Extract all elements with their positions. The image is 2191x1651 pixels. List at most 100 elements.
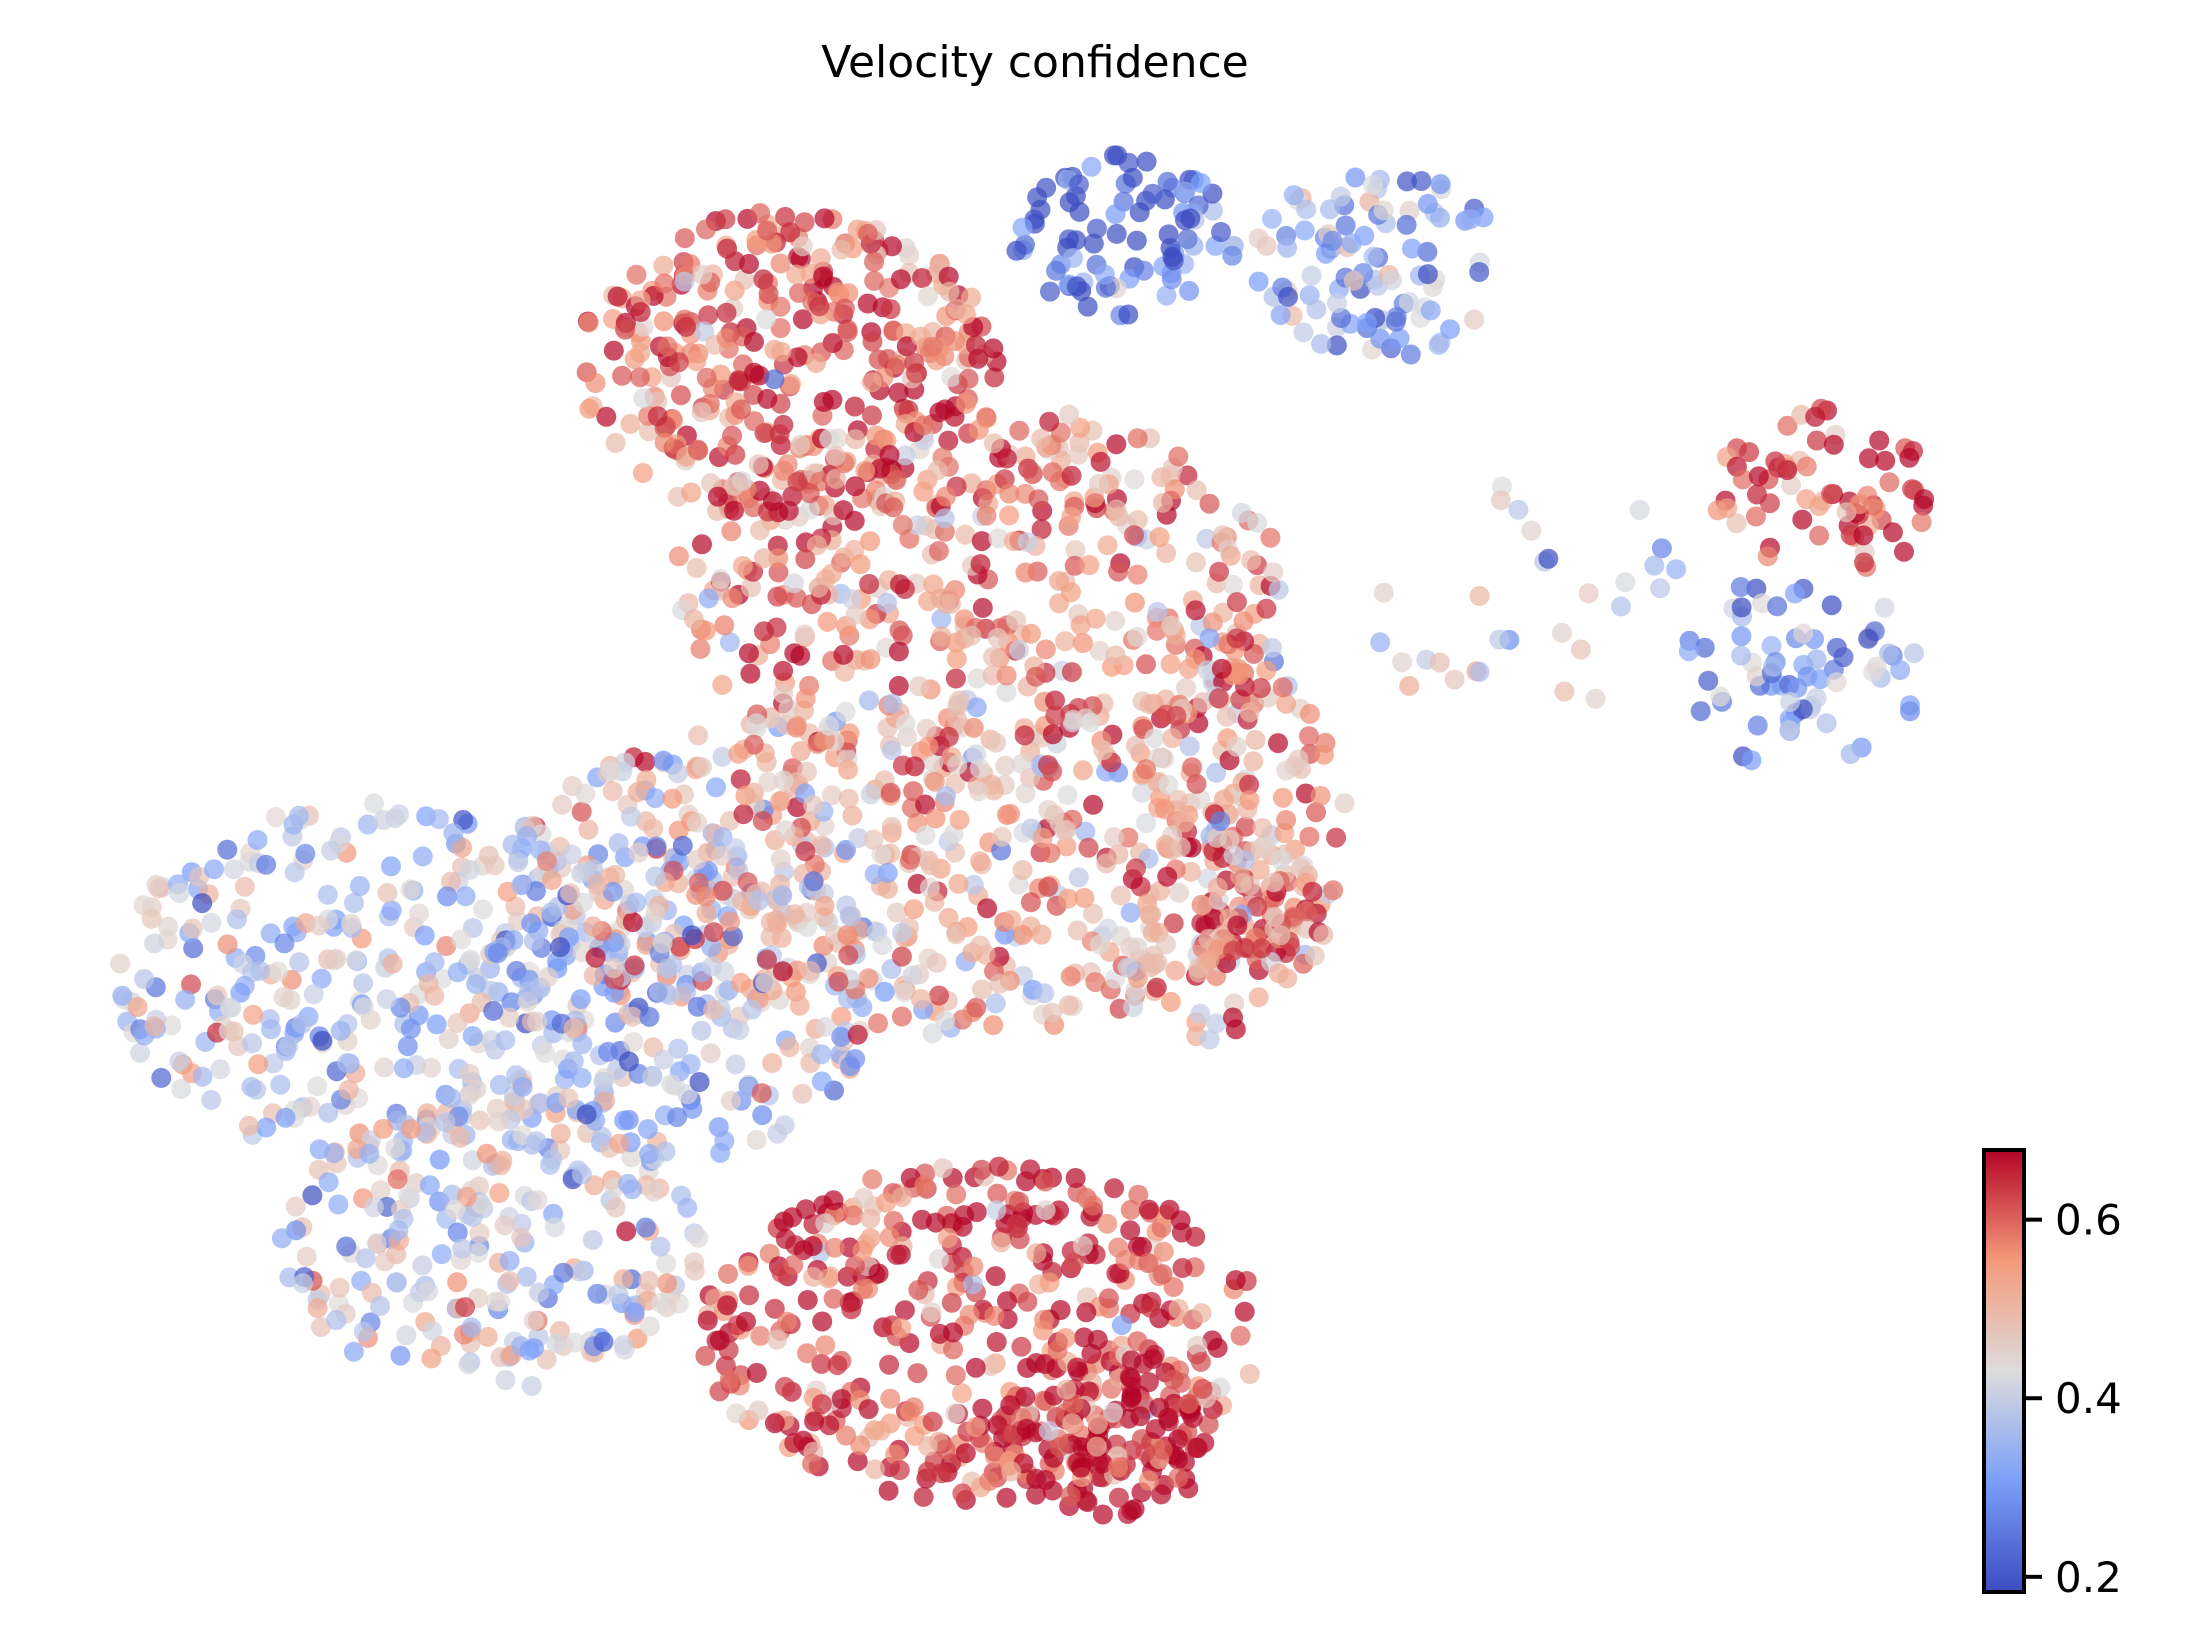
data-point — [912, 268, 933, 288]
data-point — [585, 947, 606, 968]
data-point — [642, 1067, 663, 1087]
data-point — [1065, 1168, 1086, 1188]
data-point — [1167, 1449, 1188, 1470]
data-point — [976, 505, 997, 526]
data-point — [1759, 493, 1780, 514]
colorbar-tick-label: 0.6 — [2055, 1196, 2122, 1245]
data-point — [318, 1102, 339, 1123]
data-point — [242, 1033, 263, 1054]
data-point — [748, 890, 769, 911]
data-point — [499, 1271, 520, 1292]
data-point — [1398, 292, 1419, 313]
data-point — [870, 1420, 891, 1441]
data-point — [744, 331, 764, 352]
data-point — [839, 906, 860, 927]
data-point — [859, 690, 879, 711]
data-point — [1001, 910, 1022, 931]
data-point — [1763, 656, 1783, 677]
data-point — [607, 286, 628, 307]
data-point — [1615, 572, 1636, 593]
data-point — [1792, 509, 1813, 530]
data-point — [1256, 598, 1277, 619]
data-point — [1128, 1184, 1149, 1205]
data-point — [1076, 1302, 1097, 1323]
data-point — [1017, 1357, 1038, 1378]
data-point — [1717, 498, 1738, 519]
data-point — [309, 915, 329, 936]
data-point — [874, 981, 895, 1002]
data-point — [784, 1432, 805, 1453]
data-point — [1444, 669, 1465, 690]
data-point — [1163, 913, 1184, 934]
data-point — [1154, 748, 1175, 769]
data-point — [797, 917, 818, 937]
data-point — [388, 1220, 409, 1241]
data-point — [1490, 490, 1511, 511]
data-point — [935, 1010, 956, 1031]
data-point — [653, 311, 674, 332]
data-point — [1151, 467, 1172, 488]
data-point — [1227, 915, 1248, 936]
data-point — [329, 1277, 350, 1298]
data-point — [703, 999, 724, 1020]
data-point — [983, 647, 1003, 667]
data-point — [1097, 918, 1118, 939]
data-point — [495, 1030, 516, 1051]
data-point — [256, 854, 277, 875]
data-point — [593, 1331, 614, 1352]
data-point — [1074, 888, 1095, 908]
data-point — [914, 1175, 935, 1196]
data-point — [1489, 629, 1510, 650]
data-point — [724, 475, 745, 496]
data-point — [127, 997, 148, 1017]
data-point — [795, 688, 816, 709]
data-point — [827, 1355, 848, 1376]
data-point — [489, 1183, 510, 1203]
data-point — [1080, 712, 1101, 733]
data-point — [1710, 686, 1731, 707]
data-point — [1326, 827, 1347, 848]
data-point — [1296, 199, 1317, 220]
data-point — [1073, 760, 1093, 781]
data-point — [437, 886, 458, 907]
data-point — [1034, 1309, 1055, 1330]
data-point — [795, 841, 816, 862]
data-point — [353, 973, 374, 994]
data-point — [652, 933, 673, 954]
data-point — [730, 972, 751, 993]
data-point — [608, 1284, 629, 1305]
data-point — [876, 1192, 896, 1213]
data-point — [1027, 187, 1048, 208]
data-point — [1331, 308, 1352, 328]
data-point — [896, 336, 917, 357]
data-point — [997, 1291, 1017, 1312]
data-point — [144, 933, 165, 954]
data-point — [1203, 909, 1224, 930]
data-point — [1070, 615, 1091, 636]
data-point — [889, 574, 910, 595]
data-point — [996, 682, 1017, 703]
data-point — [692, 757, 713, 778]
data-point — [1178, 1393, 1199, 1414]
data-point — [843, 1205, 864, 1226]
data-point — [374, 1057, 395, 1078]
data-point — [1904, 643, 1924, 664]
data-point — [1270, 925, 1291, 946]
data-point — [955, 524, 976, 545]
data-point — [996, 448, 1017, 469]
data-point — [1570, 639, 1591, 660]
data-point — [1731, 645, 1752, 666]
data-point — [654, 432, 675, 453]
data-point — [1097, 535, 1118, 556]
data-point — [1172, 1258, 1193, 1278]
data-point — [1821, 595, 1842, 616]
data-point — [1061, 465, 1082, 486]
data-point — [1538, 548, 1559, 569]
data-point — [924, 771, 945, 792]
data-point — [1136, 654, 1156, 675]
data-point — [1138, 1253, 1158, 1273]
data-point — [386, 1272, 407, 1293]
data-point — [1155, 835, 1176, 855]
data-point — [1781, 475, 1801, 496]
